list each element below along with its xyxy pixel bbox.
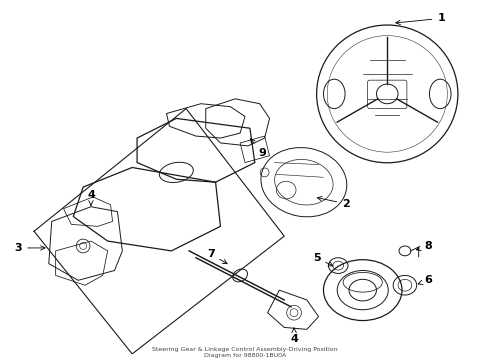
Text: 1: 1 [396,13,445,24]
Text: 6: 6 [418,275,432,285]
Text: 7: 7 [207,249,227,264]
Text: 8: 8 [416,241,432,251]
Text: Steering Gear & Linkage Control Assembly-Driving Position
Diagram for 98800-1BU0: Steering Gear & Linkage Control Assembly… [152,347,338,358]
Text: 4: 4 [290,328,298,344]
Text: 3: 3 [15,243,45,253]
Text: 5: 5 [313,253,333,266]
Text: 4: 4 [87,190,95,206]
Text: 2: 2 [318,197,350,209]
Text: 9: 9 [250,139,267,158]
